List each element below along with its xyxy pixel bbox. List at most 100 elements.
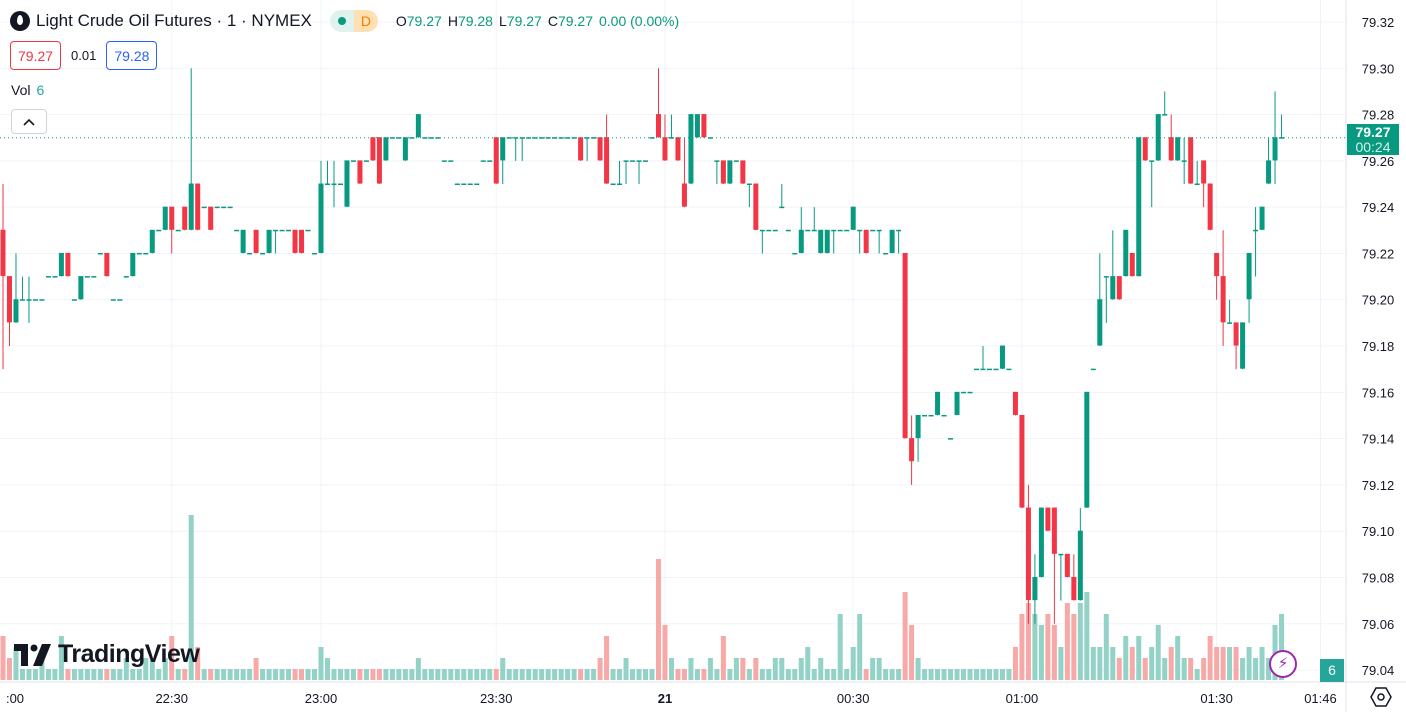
volume-bar [662,625,668,680]
volume-bar [1188,658,1194,680]
volume-bar [227,669,233,680]
candle-body [1058,553,1064,556]
candle-body [915,414,921,439]
candle [999,345,1005,370]
candle-body [928,414,934,417]
volume-bar [1084,592,1090,680]
candle [850,206,856,231]
candle-body [1045,507,1051,531]
volume-bar [720,636,726,680]
candle [681,137,687,208]
candle-body [175,229,181,232]
volume-legend[interactable]: Vol 6 [11,82,44,98]
candle-body [1233,322,1239,346]
sell-button[interactable]: 79.27 [10,41,62,70]
volume-bar [312,669,318,680]
candle-body [1201,160,1207,184]
candle-body [286,229,292,232]
volume-bar [552,669,558,680]
candle [883,252,889,255]
candle-body [1006,368,1012,371]
candle-body [260,252,266,255]
candle [273,229,279,254]
candle [344,160,350,208]
ohlc-values: O79.27 H79.28 L79.27 C79.27 0.00 (0.00%) [396,13,679,29]
candle-body [961,391,967,394]
candle-body [740,160,746,184]
volume-bar [448,669,454,680]
candle-body [785,229,791,232]
candle [234,229,240,232]
symbol-title[interactable]: Light Crude Oil Futures · 1 · NYMEX [36,11,312,30]
candle [19,276,25,301]
tradingview-logo[interactable]: TradingView [14,640,200,669]
volume-bar [208,669,214,680]
candle [299,229,305,254]
volume-bar [286,669,292,680]
volume-bar [156,669,162,680]
candle [824,229,830,254]
candle [779,184,785,209]
candles [0,68,1285,624]
candle [448,160,454,162]
volume-bar [1006,669,1012,680]
candle-body [363,160,369,162]
volume-bar [1194,669,1200,680]
candle-body [506,137,512,139]
price-axis[interactable]: 79.32 79.30 79.28 79.26 79.24 79.22 79.20 79.18… [1362,15,1395,678]
volume-bar [1038,625,1044,680]
candle-body [428,137,434,139]
candle [610,183,616,186]
volume-bar [701,669,707,680]
candle [1266,137,1272,185]
candle [169,206,175,254]
volume-bar [883,669,889,680]
candle-body [26,299,32,301]
volume-bar [532,669,538,680]
candle-body [1090,368,1096,371]
volume-bar [52,669,58,680]
candle-body [746,183,752,186]
settings-icon[interactable] [1370,687,1392,707]
candle-body [448,160,454,162]
candle [513,137,519,161]
lightning-icon[interactable]: ⚡ [1269,650,1297,678]
spread-value: 0.01 [71,48,97,63]
volume-bar [545,669,551,680]
market-status-badge[interactable]: D [329,10,378,32]
candle-body [1012,391,1018,415]
candle [941,414,947,417]
candle-body [552,137,558,139]
price-tick-label: 79.16 [1362,385,1395,400]
volume-bar [506,669,512,680]
high-value: 79.28 [457,13,493,29]
volume-bar [305,669,311,680]
candle-body [350,160,356,162]
candle [519,137,525,161]
volume-bar [279,669,285,680]
time-axis[interactable]: :00 22:30 23:00 23:30 21 00:30 01:00 01:30 01:46 [6,691,1337,706]
candle [260,252,266,255]
candle-body [720,160,726,184]
candle-body [870,229,876,232]
volume-bar [234,669,240,680]
volume-bar [1136,636,1142,680]
candle-body [65,252,71,277]
candle [870,229,876,232]
candle [604,114,610,185]
candle [805,229,811,232]
candle [915,414,921,462]
candle-body [896,229,902,232]
volume-bar [707,658,713,680]
candle-body [630,160,636,162]
candle-body [681,183,687,207]
candle-body [935,391,941,415]
candle [221,206,227,209]
collapse-legend-button[interactable] [11,109,47,134]
candle-body [214,206,220,209]
buy-button[interactable]: 79.28 [106,41,158,70]
candle [1214,252,1220,300]
volume-bar [350,669,356,680]
volume-bar [863,669,869,680]
